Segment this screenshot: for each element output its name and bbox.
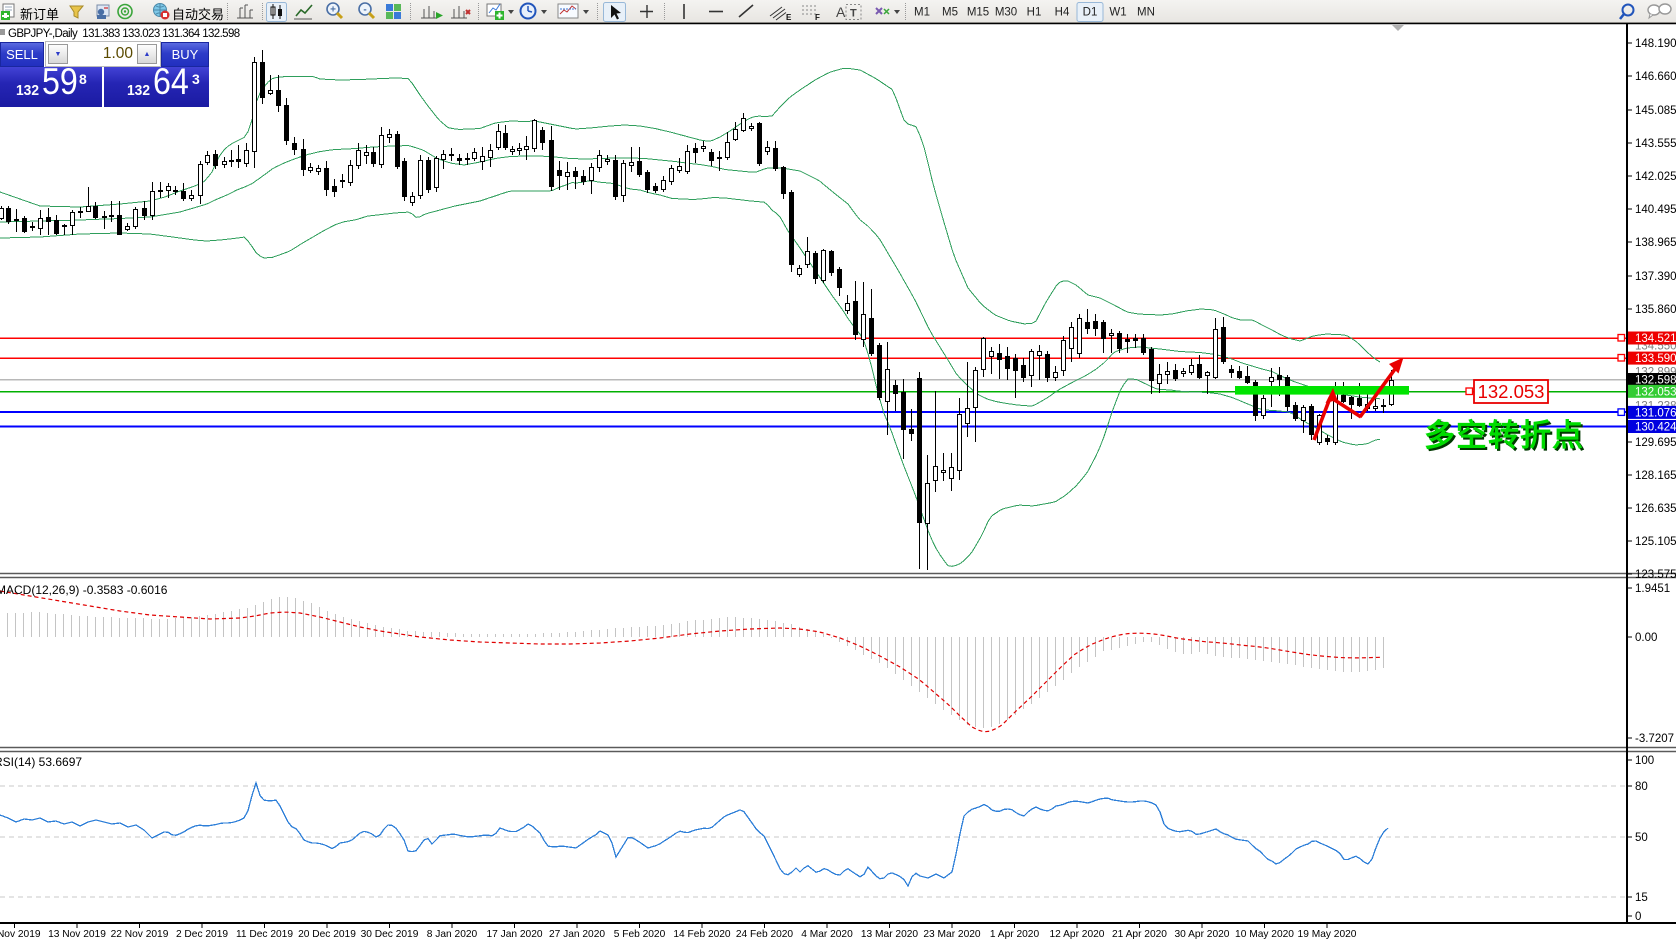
svg-text:27 Jan 2020: 27 Jan 2020 <box>549 929 605 940</box>
svg-text:5 Feb 2020: 5 Feb 2020 <box>614 929 666 940</box>
svg-text:T: T <box>850 8 857 20</box>
svg-text:+: + <box>330 5 336 16</box>
svg-text:19 May 2020: 19 May 2020 <box>1298 929 1357 940</box>
svg-text:H4: H4 <box>1055 7 1070 19</box>
svg-text:13 Nov 2019: 13 Nov 2019 <box>48 929 106 940</box>
svg-text:22 Nov 2019: 22 Nov 2019 <box>111 929 169 940</box>
svg-text:132.053: 132.053 <box>1478 381 1545 402</box>
svg-text:132.598: 132.598 <box>1635 375 1676 387</box>
svg-text:M1: M1 <box>914 7 930 19</box>
svg-text:0: 0 <box>1635 911 1641 923</box>
svg-text:10 May 2020: 10 May 2020 <box>1235 929 1294 940</box>
svg-text:D1: D1 <box>1083 7 1098 19</box>
svg-text:M30: M30 <box>995 7 1017 19</box>
svg-text:13 Mar 2020: 13 Mar 2020 <box>861 929 919 940</box>
svg-text:128.165: 128.165 <box>1635 470 1676 482</box>
svg-text:145.085: 145.085 <box>1635 105 1676 117</box>
svg-text:100: 100 <box>1635 755 1654 767</box>
svg-text:H1: H1 <box>1027 7 1042 19</box>
svg-text:8 Jan 2020: 8 Jan 2020 <box>427 929 478 940</box>
svg-text:6 Nov 2019: 6 Nov 2019 <box>0 929 41 940</box>
svg-text:30 Apr 2020: 30 Apr 2020 <box>1175 929 1230 940</box>
svg-text:134.521: 134.521 <box>1635 333 1676 345</box>
svg-text:137.390: 137.390 <box>1635 271 1676 283</box>
svg-text:130.424: 130.424 <box>1635 422 1676 434</box>
svg-text:20 Dec 2019: 20 Dec 2019 <box>298 929 356 940</box>
svg-text:142.025: 142.025 <box>1635 171 1676 183</box>
svg-text:135.860: 135.860 <box>1635 304 1676 316</box>
svg-text:138.965: 138.965 <box>1635 237 1676 249</box>
svg-text:12 Apr 2020: 12 Apr 2020 <box>1050 929 1105 940</box>
svg-text:132.053: 132.053 <box>1635 386 1676 398</box>
svg-text:24 Feb 2020: 24 Feb 2020 <box>736 929 794 940</box>
svg-text:123.575: 123.575 <box>1635 569 1676 581</box>
svg-text:2 Dec 2019: 2 Dec 2019 <box>176 929 228 940</box>
svg-text:1.9451: 1.9451 <box>1635 583 1670 595</box>
svg-text:133.590: 133.590 <box>1635 353 1676 365</box>
svg-text:M15: M15 <box>967 7 989 19</box>
svg-text:50: 50 <box>1635 832 1648 844</box>
svg-text:-3.7207: -3.7207 <box>1635 733 1674 745</box>
svg-text:4 Mar 2020: 4 Mar 2020 <box>801 929 853 940</box>
svg-text:14 Feb 2020: 14 Feb 2020 <box>673 929 731 940</box>
svg-text:30 Dec 2019: 30 Dec 2019 <box>361 929 419 940</box>
svg-text:23 Mar 2020: 23 Mar 2020 <box>923 929 981 940</box>
svg-text:W1: W1 <box>1109 7 1126 19</box>
svg-text:148.190: 148.190 <box>1635 38 1676 50</box>
svg-text:140.495: 140.495 <box>1635 204 1676 216</box>
svg-text:多空转折点: 多空转折点 <box>1424 418 1584 453</box>
svg-text:M5: M5 <box>942 7 958 19</box>
svg-text:143.555: 143.555 <box>1635 138 1676 150</box>
svg-text:11 Dec 2019: 11 Dec 2019 <box>236 929 293 940</box>
svg-text:-: - <box>363 5 366 16</box>
svg-text:A: A <box>836 4 846 20</box>
svg-text:多空转折点: 多空转折点 <box>1426 420 1586 455</box>
svg-text:0.00: 0.00 <box>1635 632 1657 644</box>
svg-text:146.660: 146.660 <box>1635 71 1676 83</box>
svg-text:21 Apr 2020: 21 Apr 2020 <box>1112 929 1167 940</box>
svg-text:MN: MN <box>1137 7 1155 19</box>
svg-text:E: E <box>786 13 792 22</box>
svg-text:15: 15 <box>1635 892 1648 904</box>
svg-text:126.635: 126.635 <box>1635 503 1676 515</box>
svg-text:129.695: 129.695 <box>1635 437 1676 449</box>
svg-text:125.105: 125.105 <box>1635 536 1676 548</box>
svg-text:F: F <box>815 13 820 22</box>
svg-text:17 Jan 2020: 17 Jan 2020 <box>486 929 542 940</box>
svg-text:131.076: 131.076 <box>1635 407 1676 419</box>
svg-text:1 Apr 2020: 1 Apr 2020 <box>990 929 1040 940</box>
svg-text:80: 80 <box>1635 781 1648 793</box>
